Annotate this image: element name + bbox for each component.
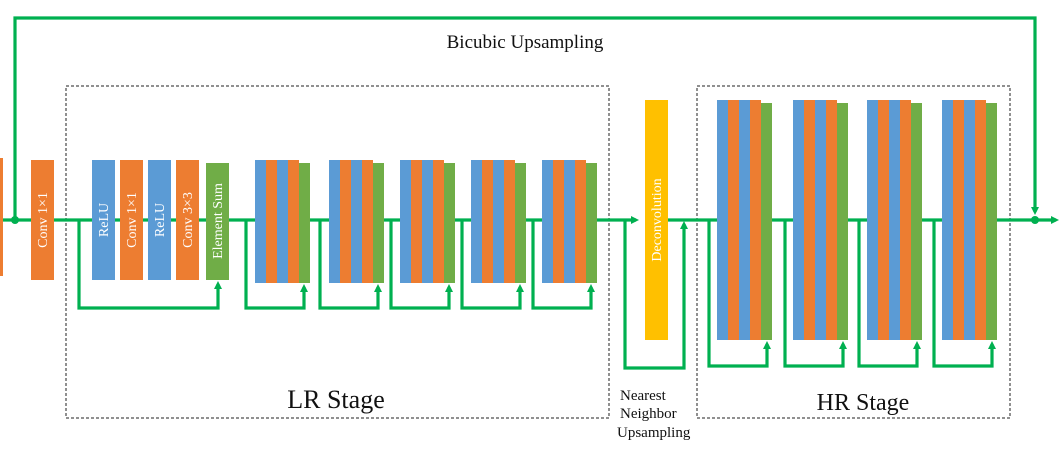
hr-residual-block-3-stripe-1 xyxy=(867,100,878,340)
lr-residual-block-2-stripe-3 xyxy=(277,160,288,283)
lr-residual-block-3-stripe-5 xyxy=(373,163,384,283)
conv-in-block xyxy=(31,160,54,280)
hr-residual-block-1-stripe-5 xyxy=(761,103,772,340)
hr-residual-block-4-stripe-2 xyxy=(953,100,964,340)
lr-residual-block-3-stripe-2 xyxy=(340,160,351,283)
bicubic-merge-node xyxy=(1031,216,1039,224)
skip-lr-block-5 xyxy=(460,220,524,310)
input-stub xyxy=(0,158,3,276)
skip-hr-block-4 xyxy=(932,220,996,368)
relu-1-block xyxy=(92,160,115,280)
lr-residual-block-2-stripe-2 xyxy=(266,160,277,283)
nearest-neighbor-label-line-2: Neighbor xyxy=(620,406,677,422)
conv-b-label: Conv 3×3 xyxy=(181,192,196,248)
deconvolution-label: Deconvolution xyxy=(650,178,665,261)
lr-residual-block-5-stripe-5 xyxy=(515,163,526,283)
lr-residual-block-6-stripe-2 xyxy=(553,160,564,283)
lr-residual-block-2 xyxy=(255,160,310,283)
hr-residual-block-3-stripe-5 xyxy=(911,103,922,340)
hr-residual-block-2-stripe-4 xyxy=(826,100,837,340)
hr-residual-block-4-stripe-4 xyxy=(975,100,986,340)
lr-residual-block-4-stripe-1 xyxy=(400,160,411,283)
lr-stage-frame xyxy=(65,85,610,419)
hr-residual-block-1 xyxy=(717,100,772,340)
lr-residual-block-2-stripe-4 xyxy=(288,160,299,283)
relu-1-label: ReLU xyxy=(97,203,112,237)
relu-2-label: ReLU xyxy=(153,203,168,237)
skip-hr-block-1 xyxy=(707,220,771,368)
skip-res-block-1 xyxy=(77,220,222,310)
lr-residual-block-3-stripe-1 xyxy=(329,160,340,283)
lr-residual-block-6-stripe-5 xyxy=(586,163,597,283)
hr-stage-frame xyxy=(696,85,1011,419)
lr-residual-block-4-stripe-5 xyxy=(444,163,455,283)
element-sum-label: Element Sum xyxy=(211,183,226,259)
skip-hr-block-2 xyxy=(783,220,847,368)
lr-residual-block-5 xyxy=(471,160,526,283)
conv-a-label: Conv 1×1 xyxy=(125,192,140,248)
hr-residual-block-4-stripe-5 xyxy=(986,103,997,340)
deconvolution-block xyxy=(645,100,668,340)
conv-a-block xyxy=(120,160,143,280)
lr-residual-block-6 xyxy=(542,160,597,283)
bicubic-upsampling-label: Bicubic Upsampling xyxy=(447,32,604,53)
hr-residual-block-4-stripe-3 xyxy=(964,100,975,340)
hr-residual-block-2-stripe-5 xyxy=(837,103,848,340)
lr-residual-block-3-stripe-3 xyxy=(351,160,362,283)
bicubic-skip-path xyxy=(13,16,1039,220)
element-sum-block xyxy=(206,163,229,280)
lr-residual-block-3 xyxy=(329,160,384,283)
skip-lr-block-4 xyxy=(389,220,453,310)
hr-residual-block-4-stripe-1 xyxy=(942,100,953,340)
hr-residual-block-1-stripe-4 xyxy=(750,100,761,340)
hr-residual-block-1-stripe-2 xyxy=(728,100,739,340)
skip-hr-block-3 xyxy=(857,220,921,368)
nearest-neighbor-path xyxy=(623,220,688,370)
nearest-neighbor-label-line-3: Upsampling xyxy=(617,425,691,441)
bicubic-branch-node xyxy=(11,216,19,224)
lr-residual-block-5-stripe-3 xyxy=(493,160,504,283)
skip-lr-block-2 xyxy=(244,220,308,310)
hr-residual-block-2-stripe-2 xyxy=(804,100,815,340)
lr-residual-block-2-stripe-1 xyxy=(255,160,266,283)
lr-residual-block-5-stripe-4 xyxy=(504,160,515,283)
conv-b-block xyxy=(176,160,199,280)
lr-residual-block-5-stripe-1 xyxy=(471,160,482,283)
hr-residual-block-1-stripe-3 xyxy=(739,100,750,340)
lr-residual-block-4-stripe-4 xyxy=(433,160,444,283)
hr-residual-block-2-stripe-1 xyxy=(793,100,804,340)
skip-lr-block-6 xyxy=(531,220,595,310)
hr-residual-block-3 xyxy=(867,100,922,340)
hr-stage-label: HR Stage xyxy=(817,390,910,416)
connection-wires xyxy=(0,16,1059,370)
hr-residual-block-4 xyxy=(942,100,997,340)
lr-residual-block-4-stripe-3 xyxy=(422,160,433,283)
relu-2-block xyxy=(148,160,171,280)
hr-residual-block-3-stripe-4 xyxy=(900,100,911,340)
lr-residual-block-6-stripe-3 xyxy=(564,160,575,283)
lr-residual-block-4-stripe-2 xyxy=(411,160,422,283)
skip-lr-block-3 xyxy=(318,220,382,310)
lr-residual-block-6-stripe-4 xyxy=(575,160,586,283)
lr-residual-block-6-stripe-1 xyxy=(542,160,553,283)
nearest-neighbor-label-line-1: Nearest xyxy=(620,388,667,404)
lr-residual-block-5-stripe-2 xyxy=(482,160,493,283)
lr-stage-label: LR Stage xyxy=(287,385,385,414)
hr-residual-block-2-stripe-3 xyxy=(815,100,826,340)
lr-residual-block-3-stripe-4 xyxy=(362,160,373,283)
conv-in-label: Conv 1×1 xyxy=(36,192,51,248)
hr-residual-block-3-stripe-2 xyxy=(878,100,889,340)
hr-residual-block-2 xyxy=(793,100,848,340)
lr-residual-block-4 xyxy=(400,160,455,283)
residual-blocks xyxy=(255,100,997,340)
lr-residual-block-2-stripe-5 xyxy=(299,163,310,283)
hr-residual-block-1-stripe-1 xyxy=(717,100,728,340)
hr-residual-block-3-stripe-3 xyxy=(889,100,900,340)
